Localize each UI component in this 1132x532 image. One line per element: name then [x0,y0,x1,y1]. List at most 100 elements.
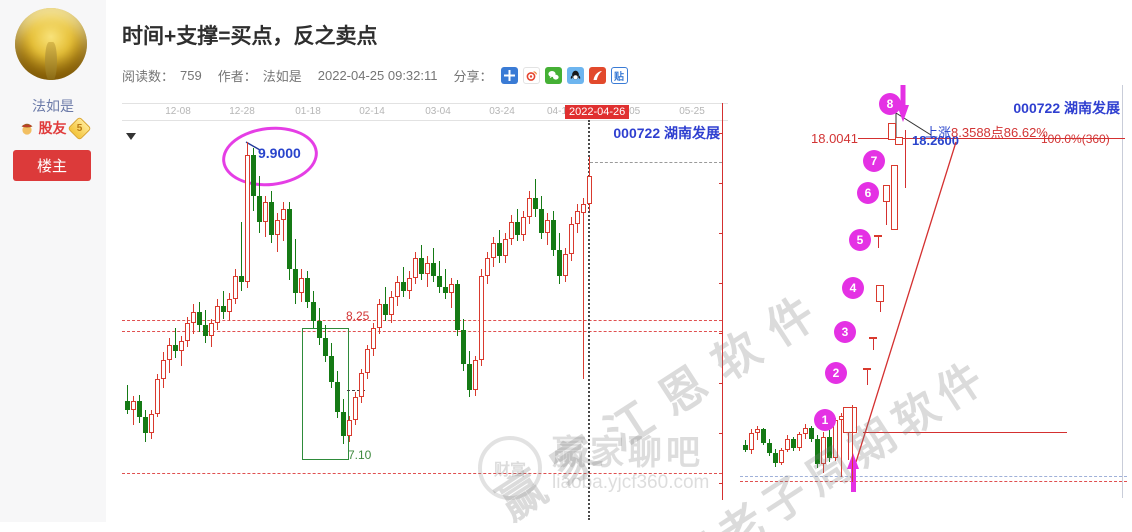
candle-body [167,345,172,360]
daily-candlestick-chart: 12-08 12-28 01-18 02-14 03-04 03-24 04-1 -05 05-… [122,103,728,532]
sina-weibo-icon[interactable] [522,66,540,84]
candle-body [785,439,790,450]
candle-body [215,306,220,323]
base-price-line [863,432,1067,433]
candle-body [791,439,796,448]
candle-body [743,445,748,450]
candle-body [773,453,778,463]
crosshair-vertical-line [588,120,590,520]
candle-body [425,263,430,274]
candle-body [761,429,766,443]
author-label: 作者： [217,68,257,84]
limit-up-stem [873,337,874,350]
candle-wick [241,222,242,291]
candle-body [347,420,352,436]
baidu-tieba-icon[interactable]: 贴 [610,66,628,84]
share-label: 分享： [453,68,493,84]
gann-analysis-chart: 000722 湖南发展 18.0041 18.2600 上涨8.3588点86.… [735,85,1132,532]
x-axis-tick: 04-1 [546,106,568,117]
crosshair-date-label: 2022-04-26 [565,105,630,119]
sequence-circle-5: 5 [849,229,871,251]
author-sidebar: 法如是 股友 5 楼主 [0,0,106,522]
post-datetime: 2022-04-25 09:32:11 [317,67,438,83]
candle-wick [181,336,182,366]
candle-wick [127,385,128,414]
sequence-circle-1: 1 [814,409,836,431]
avatar[interactable] [15,8,87,80]
rise-prefix: 上涨 [925,125,952,140]
stock-code-label-right: 000722 湖南发展 [1013,100,1120,116]
support-price-label: 7.10 [348,448,372,462]
limit-up-wick [848,433,849,460]
author-username[interactable]: 法如是 [32,98,74,114]
candle-body [491,243,496,258]
candle-wick [583,198,584,379]
candle-body [779,450,784,463]
candle-body [221,306,226,312]
candle-wick [175,328,176,358]
candle-body [377,304,382,328]
post-title: 时间+支撑=买点，反之卖点 [122,25,378,48]
anchor-square-marker [895,137,903,145]
limit-up-bar [888,123,896,140]
rise-value: 8.3588点86.62% [951,125,1048,140]
candle-body [335,382,340,412]
limit-up-bar [876,285,884,302]
candle-body [509,222,514,239]
candle-body [269,202,274,235]
candle-body [287,209,292,269]
candle-body [257,196,262,222]
date-axis-border [122,120,728,121]
candle-body [383,304,388,315]
candle-body [827,437,832,458]
candle-body [137,401,142,417]
candle-body [245,155,250,282]
member-icon [19,120,35,136]
gann-lines-overlay [847,85,957,492]
candle-body [191,312,196,323]
candle-body [533,198,538,209]
share-more-icon[interactable] [500,66,518,84]
candle-body [809,428,814,439]
candle-body [389,297,394,315]
post-meta-row: 阅读数： 759 作者： 法如是 2022-04-25 09:32:11 分享：… [122,66,628,84]
candle-wick [445,269,446,299]
right-border [1122,85,1123,498]
candle-wick [283,202,284,241]
candle-body [203,325,208,336]
qq-icon[interactable] [566,66,584,84]
candle-body [323,338,328,356]
wechat-icon[interactable] [544,66,562,84]
floor-button[interactable]: 楼主 [13,150,91,181]
candle-body [305,278,310,302]
start-price-label: 18.0041 [811,131,858,146]
support-dashed-line-red [740,481,1127,482]
candle-body [329,356,334,382]
candle-body [821,437,826,464]
candle-body [815,439,820,464]
bottom-support-line [122,473,722,474]
candle-body [557,250,562,276]
sequence-circle-3: 3 [834,321,856,343]
candle-body [485,258,490,276]
author-name[interactable]: 法如是 [262,68,302,84]
candle-body [131,401,136,410]
limit-up-stem [867,368,868,385]
tencent-weibo-icon[interactable] [588,66,606,84]
candle-body [461,330,466,364]
x-axis-tick: 03-04 [425,106,451,117]
x-axis-tick: -05 [625,106,641,117]
sequence-circle-8: 8 [879,93,901,115]
price-axis-tick [719,183,723,184]
candle-body [251,155,256,196]
candle-body [197,312,202,325]
limit-up-bar [883,185,890,202]
dropdown-arrow-icon[interactable] [126,133,136,140]
candle-body [797,434,802,448]
limit-up-tee [863,368,871,370]
candle-body [143,417,148,433]
candle-body [575,211,580,224]
candle-body [551,220,556,250]
candle-body [155,379,160,414]
candle-body [503,239,508,256]
